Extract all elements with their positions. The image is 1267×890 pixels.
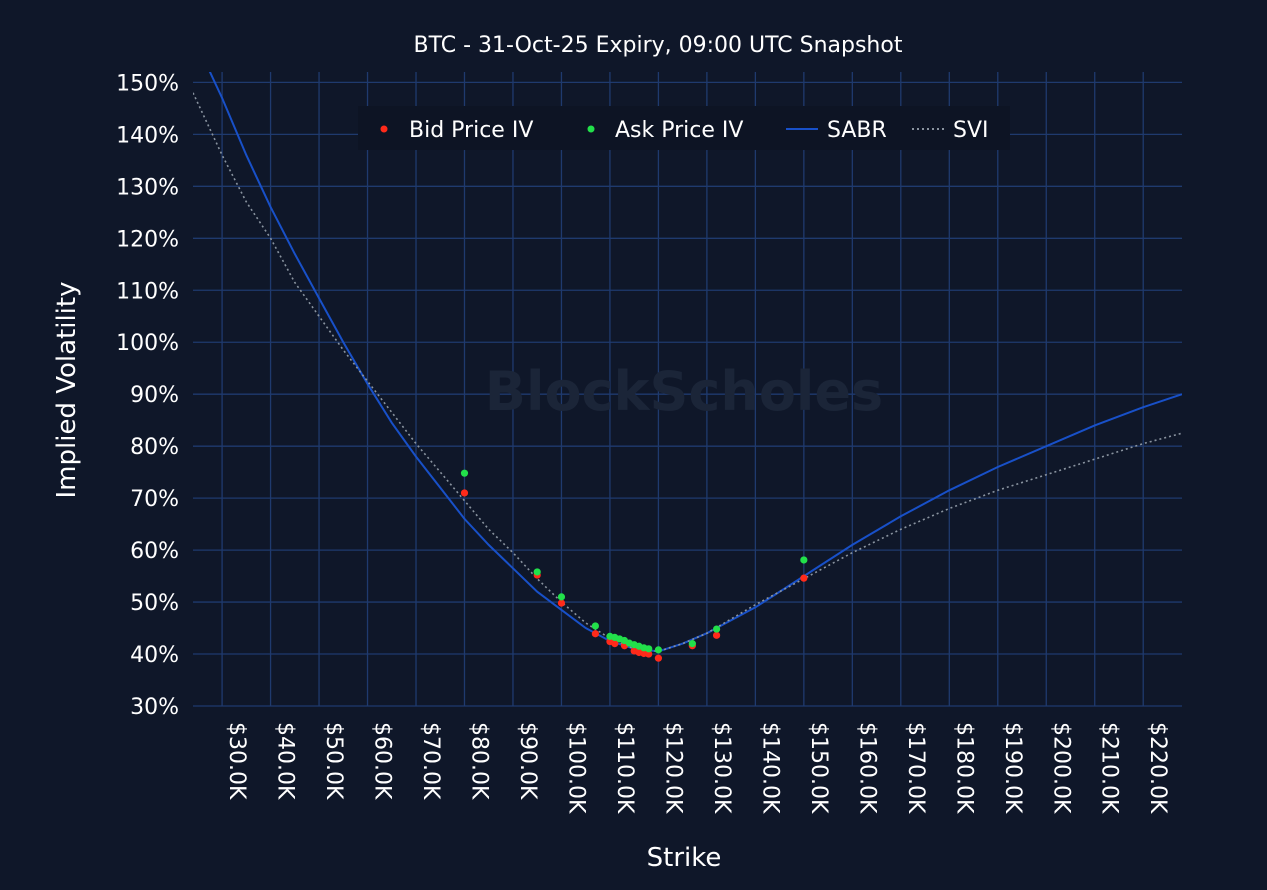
- x-tick-label: $200.0K: [1048, 722, 1073, 814]
- bid-iv-point[interactable]: [558, 600, 565, 607]
- x-tick-label: $100.0K: [563, 722, 588, 814]
- y-tick-label: 60%: [130, 539, 179, 564]
- ask-iv-point[interactable]: [534, 568, 541, 575]
- ask-iv-point[interactable]: [655, 646, 662, 653]
- ask-marker-icon: [588, 126, 595, 133]
- x-tick-label: $210.0K: [1097, 722, 1122, 814]
- bid-iv-point[interactable]: [592, 630, 599, 637]
- x-tick-label: $120.0K: [660, 722, 685, 814]
- bid-iv-point[interactable]: [800, 575, 807, 582]
- legend-label-sabr: SABR: [827, 118, 887, 143]
- bid-marker-icon: [381, 126, 388, 133]
- y-tick-label: 90%: [130, 383, 179, 408]
- chart-container: BlockScholes 30% 40% 50% 60% 70% 80% 90% 100% 11…: [0, 0, 1267, 886]
- x-tick-label: $50.0K: [321, 722, 346, 800]
- iv-smile-chart: BlockScholes 30% 40% 50% 60% 70% 80% 90% 100% 11…: [0, 0, 1267, 886]
- x-tick-label: $30.0K: [224, 722, 249, 800]
- legend-label-ask: Ask Price IV: [615, 118, 743, 143]
- ask-iv-point[interactable]: [645, 645, 652, 652]
- x-tick-label: $160.0K: [854, 722, 879, 814]
- watermark: BlockScholes: [485, 360, 883, 423]
- ask-iv-point[interactable]: [800, 556, 807, 563]
- x-tick-label: $90.0K: [515, 722, 540, 800]
- y-tick-label: 30%: [130, 695, 179, 720]
- x-tick-label: $170.0K: [903, 722, 928, 814]
- ask-iv-point[interactable]: [461, 470, 468, 477]
- y-tick-label: 40%: [130, 643, 179, 668]
- x-tick-label: $70.0K: [418, 722, 443, 800]
- y-tick-label: 130%: [116, 175, 179, 200]
- x-tick-label: $140.0K: [757, 722, 782, 814]
- x-tick-label: $60.0K: [370, 722, 395, 800]
- ask-iv-point[interactable]: [689, 640, 696, 647]
- y-tick-label: 120%: [116, 227, 179, 252]
- x-tick-label: $150.0K: [806, 722, 831, 814]
- y-tick-label: 100%: [116, 331, 179, 356]
- y-tick-label: 110%: [116, 279, 179, 304]
- x-tick-label: $130.0K: [709, 722, 734, 814]
- y-tick-label: 150%: [116, 71, 179, 96]
- y-tick-label: 140%: [116, 123, 179, 148]
- bid-iv-point[interactable]: [461, 489, 468, 496]
- legend[interactable]: Bid Price IV Ask Price IV SABR SVI: [358, 106, 1010, 150]
- legend-label-svi: SVI: [953, 118, 989, 143]
- x-tick-label: $40.0K: [273, 722, 298, 800]
- x-tick-label: $110.0K: [612, 722, 637, 814]
- bid-iv-point[interactable]: [713, 632, 720, 639]
- y-axis-title: Implied Volatility: [52, 282, 82, 499]
- y-tick-label: 50%: [130, 591, 179, 616]
- y-tick-label: 70%: [130, 487, 179, 512]
- chart-title: BTC - 31-Oct-25 Expiry, 09:00 UTC Snapsh…: [414, 33, 903, 58]
- bid-iv-point[interactable]: [655, 655, 662, 662]
- ask-iv-point[interactable]: [558, 593, 565, 600]
- x-axis-title: Strike: [647, 843, 722, 873]
- y-tick-label: 80%: [130, 435, 179, 460]
- x-tick-label: $220.0K: [1145, 722, 1170, 814]
- ask-iv-point[interactable]: [592, 622, 599, 629]
- legend-label-bid: Bid Price IV: [409, 118, 533, 143]
- x-tick-label: $80.0K: [466, 722, 491, 800]
- x-tick-label: $190.0K: [1000, 722, 1025, 814]
- ask-iv-point[interactable]: [713, 625, 720, 632]
- x-tick-label: $180.0K: [951, 722, 976, 814]
